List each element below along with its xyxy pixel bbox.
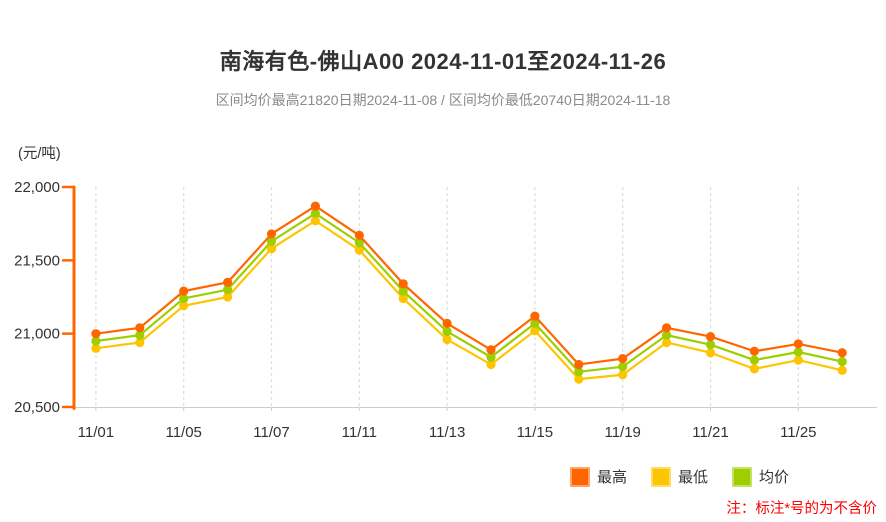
data-point-avg (398, 286, 408, 296)
legend-item-low[interactable]: 最低 (651, 466, 708, 487)
data-point-high (91, 329, 101, 339)
data-point-high (266, 229, 277, 239)
data-point-high (574, 359, 584, 370)
data-point-high (705, 332, 716, 342)
chart-title: 南海有色-佛山A00 2024-11-01至2024-11-26 (219, 49, 667, 74)
data-point-low (705, 348, 716, 358)
data-point-avg (354, 238, 364, 248)
data-point-high (530, 311, 540, 321)
data-point-high (354, 230, 364, 240)
data-point-low (442, 334, 452, 345)
data-point-low (793, 355, 803, 365)
data-point-low (837, 365, 847, 375)
data-point-avg (486, 352, 496, 362)
x-tick-label: 11/11 (342, 424, 377, 441)
data-point-high (486, 345, 496, 355)
data-point-high (310, 201, 320, 211)
data-point-low (91, 343, 101, 353)
data-point-high (749, 346, 760, 356)
data-point-avg (135, 330, 145, 340)
chart-subtitle: 区间均价最高21820日期2024-11-08 / 区间均价最低20740日期2… (215, 92, 671, 108)
data-point-avg (793, 347, 803, 357)
data-point-avg (310, 208, 320, 218)
data-point-low (749, 364, 760, 374)
legend-item-avg[interactable]: 均价 (732, 466, 789, 487)
data-point-high (135, 323, 145, 333)
data-point-high (398, 279, 408, 289)
data-point-low (530, 326, 540, 336)
y-tick-label: 22,000 (14, 179, 60, 196)
data-point-avg (179, 293, 189, 304)
data-point-high (662, 323, 672, 333)
x-tick-label: 11/01 (78, 424, 114, 441)
y-tick-label: 21,000 (14, 326, 60, 343)
y-tick-label: 21,500 (14, 252, 60, 269)
data-point-low (398, 293, 408, 304)
x-tick-label: 11/13 (429, 424, 465, 441)
legend-label-avg: 均价 (759, 469, 790, 486)
legend-label-high: 最高 (597, 469, 628, 486)
chart-legend: 最高 最低 均价 (570, 466, 789, 487)
data-point-avg (530, 318, 540, 328)
x-tick-label: 11/21 (692, 424, 728, 441)
legend-swatch-avg-icon (732, 466, 753, 487)
data-point-high (223, 277, 233, 287)
x-tick-label: 11/25 (780, 424, 816, 441)
data-point-low (266, 244, 277, 254)
data-point-avg (266, 236, 277, 246)
data-point-avg (574, 367, 584, 377)
series-line-low (95, 219, 843, 381)
data-point-high (179, 286, 189, 296)
data-point-low (618, 370, 628, 380)
data-point-high (837, 348, 847, 358)
x-tick-label: 11/07 (253, 424, 289, 441)
data-point-low (179, 301, 189, 311)
y-tick-label: 20,500 (14, 399, 60, 416)
x-tick-label: 11/15 (517, 424, 553, 441)
data-point-low (135, 337, 145, 348)
data-point-avg (442, 326, 452, 337)
series-line-avg (95, 212, 843, 373)
series-line-high (95, 204, 843, 366)
legend-swatch-low-icon (651, 466, 672, 487)
x-tick-label: 11/05 (165, 424, 201, 441)
data-point-high (442, 318, 452, 328)
data-point-avg (705, 340, 716, 350)
data-point-avg (618, 362, 628, 372)
data-point-avg (91, 336, 101, 346)
data-point-avg (749, 355, 760, 365)
legend-item-high[interactable]: 最高 (570, 466, 627, 487)
data-point-avg (662, 330, 672, 340)
data-point-low (223, 292, 233, 302)
data-point-low (354, 245, 364, 255)
data-point-low (486, 359, 496, 370)
footnote-price-note: 注：标注*号的为不含价 (726, 501, 877, 517)
data-point-low (662, 337, 672, 348)
x-tick-label: 11/19 (604, 424, 640, 441)
data-point-high (618, 354, 628, 364)
data-point-low (310, 216, 320, 226)
legend-swatch-high-icon (570, 466, 590, 487)
data-point-avg (837, 356, 847, 367)
data-point-avg (223, 285, 233, 295)
data-point-high (793, 339, 803, 349)
y-axis-unit-label: (元/吨) (18, 146, 61, 162)
data-point-low (574, 374, 584, 384)
legend-label-low: 最低 (678, 469, 709, 486)
